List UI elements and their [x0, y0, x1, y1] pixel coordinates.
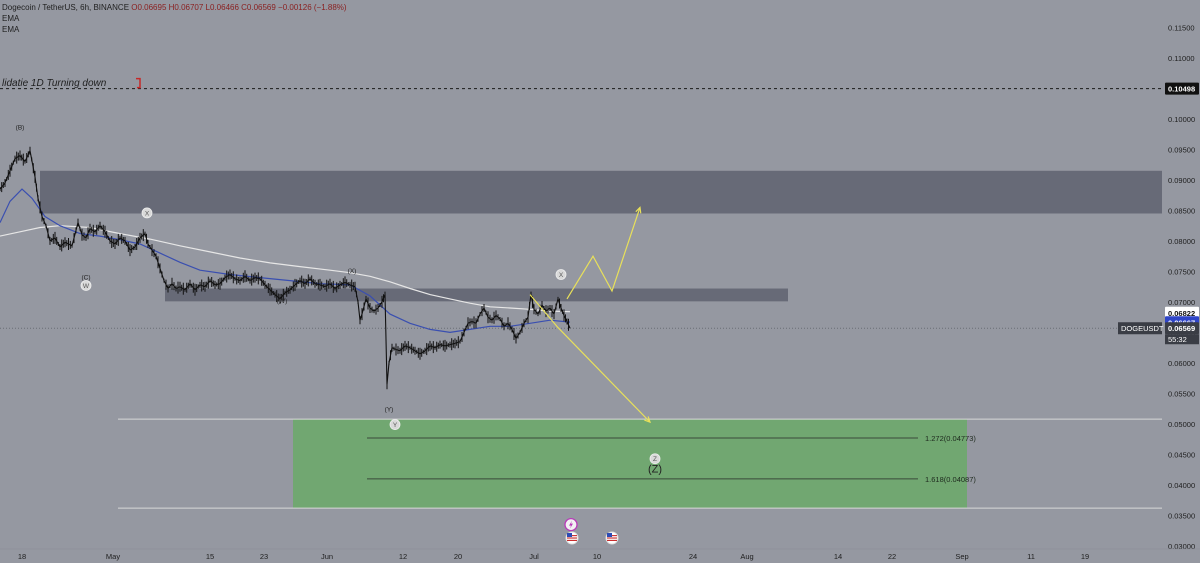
- wave-label-2: W: [83, 283, 90, 290]
- last-price-tag: 0.06569: [1168, 324, 1195, 333]
- time-tick-label: Jun: [321, 552, 333, 561]
- resistance-zone-1: [165, 288, 788, 302]
- red-marker: [136, 77, 141, 89]
- zones-layer: [40, 170, 1162, 509]
- price-tick-label: 0.04500: [1168, 450, 1195, 459]
- symbol-tag: DOGEUSDT: [1121, 324, 1164, 333]
- time-tick-label: 18: [18, 552, 26, 561]
- price-tick-label: 0.11500: [1168, 23, 1195, 32]
- time-tick-label: 20: [454, 552, 462, 561]
- projection-down-path: [529, 294, 651, 423]
- price-tick-label: 0.07500: [1168, 267, 1195, 276]
- symbol-name: Dogecoin / TetherUS, 6h, BINANCE: [2, 3, 130, 12]
- time-tick-label: Aug: [740, 552, 753, 561]
- time-tick-label: May: [106, 552, 120, 561]
- projection-down-arrowhead: [644, 416, 651, 424]
- time-tick-label: Sep: [955, 552, 968, 561]
- price-tick-label: 0.11000: [1168, 54, 1195, 63]
- lines-layer: 1.272(0.04773) 1.618(0.04087): [0, 77, 1162, 509]
- wave-label-5: (W): [277, 298, 287, 305]
- indicator-ema-2[interactable]: EMA: [2, 25, 20, 34]
- time-tick-label: Jul: [529, 552, 539, 561]
- wave-label-circle: [80, 280, 92, 291]
- indicator-ema-1[interactable]: EMA: [2, 14, 20, 23]
- fib-label-1: 1.618(0.04087): [925, 475, 976, 484]
- countdown-label: 55:32: [1168, 335, 1187, 344]
- price-tick-label: 0.03500: [1168, 511, 1195, 520]
- flag-canton: [607, 533, 612, 538]
- price-tick-label: 0.10000: [1168, 115, 1195, 124]
- time-tick-label: 14: [834, 552, 842, 561]
- price-tick-label: 0.08000: [1168, 237, 1195, 246]
- projection-up-path: [566, 207, 641, 300]
- time-tick-label: 24: [689, 552, 697, 561]
- price-tick-label: 0.03000: [1168, 542, 1195, 551]
- time-tick-label: 23: [260, 552, 268, 561]
- countdown-bg: [1165, 334, 1199, 345]
- upper-price-tag-bg: [1165, 306, 1199, 319]
- resistance-zone-0: [40, 170, 1162, 214]
- price-tick-label: 0.05500: [1168, 389, 1195, 398]
- ohlc-values: O0.06695 H0.06707 L0.06466 C0.06569 −0.0…: [131, 3, 347, 12]
- upper-price-tag: 0.06822: [1168, 309, 1195, 318]
- time-tick-label: 11: [1027, 552, 1035, 561]
- price-layer: [0, 146, 571, 390]
- labels-layer: (B) (C) W X (X) (W) (Y) Y X Z(Z): [16, 124, 662, 545]
- symbol-tag-bg: [1118, 322, 1162, 335]
- time-tick-label: 12: [399, 552, 407, 561]
- target-zone-2: [293, 419, 967, 509]
- price-tick-label: 0.04000: [1168, 481, 1195, 490]
- projection-layer: [529, 206, 651, 424]
- wave-label-10: (Z): [648, 464, 662, 476]
- time-tick-label: 10: [593, 552, 601, 561]
- wave-label-circle: [389, 419, 401, 430]
- dashed-level-tag-bg: [1165, 82, 1199, 95]
- flag-canton: [567, 533, 572, 538]
- price-tick-label: 0.07000: [1168, 298, 1195, 307]
- symbol-legend-row[interactable]: Dogecoin / TetherUS, 6h, BINANCE O0.0669…: [2, 2, 347, 13]
- wave-label-circle: [555, 269, 567, 280]
- projection-up-arrowhead: [635, 206, 642, 214]
- wave-label-7: Y: [393, 422, 398, 429]
- wave-label-4: (X): [348, 268, 357, 275]
- annotation-text: lidatie 1D Turning down: [2, 78, 107, 89]
- price-tick-label: 0.06000: [1168, 359, 1195, 368]
- price-tick-label: 0.08500: [1168, 206, 1195, 215]
- fib-label-0: 1.272(0.04773): [925, 434, 976, 443]
- wave-label-9: Z: [653, 456, 657, 463]
- last-price-tag-bg: [1165, 322, 1199, 335]
- wave-label-0: (B): [16, 124, 25, 131]
- wave-label-6: (Y): [385, 407, 394, 414]
- chart-legend: Dogecoin / TetherUS, 6h, BINANCE O0.0669…: [2, 2, 347, 35]
- time-tick-label: 15: [206, 552, 214, 561]
- wave-label-1: (C): [81, 274, 90, 281]
- price-tick-label: 0.05000: [1168, 420, 1195, 429]
- wave-label-circle: [141, 207, 153, 219]
- wave-label-3: X: [145, 210, 150, 217]
- price-tick-label: 0.09500: [1168, 145, 1195, 154]
- time-tick-label: 22: [888, 552, 896, 561]
- lightning-bolt: [569, 520, 573, 529]
- price-tick-label: 0.09000: [1168, 176, 1195, 185]
- wave-label-circle: [649, 453, 661, 465]
- time-tick-label: 19: [1081, 552, 1089, 561]
- dashed-level-tag: 0.10498: [1168, 85, 1195, 94]
- wave-label-8: X: [559, 272, 564, 279]
